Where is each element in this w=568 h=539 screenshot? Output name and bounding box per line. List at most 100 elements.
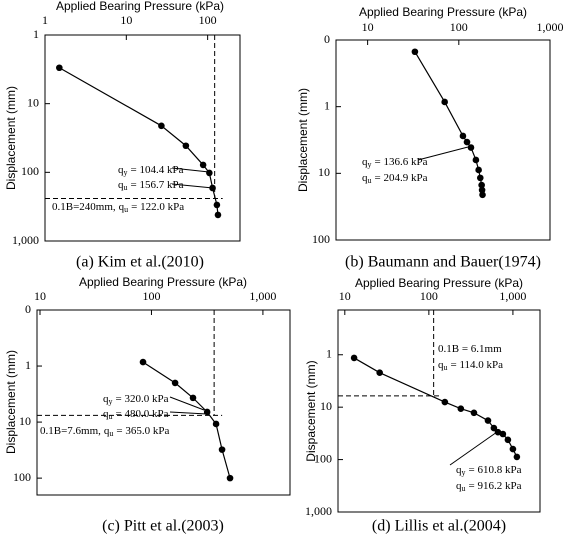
data-point xyxy=(182,142,190,150)
annotation: qy = 610.8 kPa xyxy=(456,464,522,477)
annotation-subscript: u xyxy=(109,429,113,438)
data-point xyxy=(475,166,482,174)
data-point xyxy=(476,174,484,182)
y-tick-label: 10 xyxy=(318,165,330,179)
annotation: 0.1B=240mm, qu = 122.0 kPa xyxy=(52,201,184,214)
annotation-symbol: q xyxy=(104,425,110,437)
y-tick-label: 100 xyxy=(314,451,332,465)
annotation-prefix: 0.1B=7.6mm, xyxy=(40,425,101,437)
x-tick-label: 1,000 xyxy=(499,289,526,303)
data-point xyxy=(457,405,465,413)
data-point xyxy=(189,394,197,402)
y-tick-label: 10 xyxy=(27,95,39,109)
annotation-prefix: 0.1B=240mm, xyxy=(52,201,116,213)
y-tick-label: 1 xyxy=(33,27,39,41)
data-point xyxy=(499,430,507,438)
x-tick-label: 10 xyxy=(34,289,46,303)
annotation-arrow xyxy=(449,431,498,466)
data-point xyxy=(56,64,63,72)
annotation-subscript: u xyxy=(444,363,448,372)
annotation-arrow xyxy=(171,183,214,189)
data-point xyxy=(206,169,213,177)
annotation-text: 0.1B = 6.1mm xyxy=(438,343,502,355)
data-point xyxy=(158,122,165,130)
annotation-symbol: q xyxy=(118,179,124,191)
x-axis-label: Applied Bearing Pressure (kPa) xyxy=(56,0,224,13)
data-point xyxy=(441,98,448,106)
annotation-text: = 136.6 kPa xyxy=(375,156,428,168)
x-tick-label: 10 xyxy=(339,289,351,303)
data-point xyxy=(504,436,512,444)
data-point xyxy=(171,379,179,387)
x-tick-label: 1 xyxy=(42,13,48,27)
y-tick-label: 1 xyxy=(25,358,31,372)
y-axis-label: Dispacement (mm) xyxy=(304,360,318,461)
annotation-subscript: y xyxy=(462,468,466,477)
x-tick-label: 10 xyxy=(362,20,374,34)
chart: Applied Bearing Pressure (kPa) Displaceme… xyxy=(4,275,291,535)
data-point xyxy=(479,191,486,199)
annotation: qy = 320.0 kPa xyxy=(103,393,169,406)
annotation-arrow xyxy=(169,411,208,415)
y-tick-label: 100 xyxy=(21,164,39,178)
annotation-text: = 610.8 kPa xyxy=(469,464,522,476)
data-point xyxy=(376,369,383,377)
x-tick-label: 100 xyxy=(420,289,438,303)
y-tick-label: 100 xyxy=(13,470,31,484)
annotation-text: = 156.7 kPa xyxy=(131,179,184,191)
data-point xyxy=(139,358,147,366)
x-axis-label: Applied Bearing Pressure (kPa) xyxy=(359,5,527,19)
annotation-text: = 122.0 kPa xyxy=(131,201,184,213)
annotation: 0.1B = 6.1mm xyxy=(438,343,502,355)
data-point xyxy=(513,453,521,461)
x-axis-label: Applied Bearing Pressure (kPa) xyxy=(355,276,523,290)
annotation-subscript: y xyxy=(109,397,113,406)
data-point xyxy=(213,201,221,209)
data-point xyxy=(463,138,471,146)
data-point xyxy=(478,186,486,194)
annotation-symbol: q xyxy=(456,480,462,492)
annotation: qy = 104.4 kPa xyxy=(118,164,184,177)
annotation-symbol: q xyxy=(438,359,444,371)
data-point xyxy=(459,132,467,140)
data-point xyxy=(490,424,498,432)
x-tick-label: 10 xyxy=(120,13,132,27)
annotation-subscript: u xyxy=(109,412,113,421)
annotation: qu = 204.9 kPa xyxy=(362,172,428,185)
annotation-text: = 204.9 kPa xyxy=(375,172,428,184)
annotation-text: = 320.0 kPa xyxy=(116,393,169,405)
chart-caption: (a) Kim et al.(2010) xyxy=(76,254,204,271)
x-tick-label: 1,000 xyxy=(249,289,276,303)
annotation-symbol: q xyxy=(362,172,368,184)
y-axis-label: Displacement (mm) xyxy=(296,88,310,192)
data-point xyxy=(484,417,492,424)
annotation-subscript: u xyxy=(124,205,128,214)
annotation-subscript: u xyxy=(124,183,128,192)
chart-caption: (c) Pitt et al.(2003) xyxy=(102,518,224,535)
annotation-arrow xyxy=(171,167,210,173)
data-point xyxy=(472,156,480,164)
plot-frame xyxy=(36,309,291,496)
y-tick-label: 10 xyxy=(320,399,332,413)
chart: Applied Bearing Pressure (kPa) Displaceme… xyxy=(4,0,241,271)
data-point xyxy=(467,144,475,151)
y-tick-label: 0 xyxy=(324,32,330,46)
annotation: 0.1B=7.6mm, qu = 365.0 kPa xyxy=(40,425,169,438)
data-point xyxy=(218,446,226,453)
chart: Applied Bearing Pressure (kPa) Displaceme… xyxy=(296,5,563,271)
data-line xyxy=(59,67,219,215)
y-tick-label: 10 xyxy=(19,414,31,428)
x-tick-label: 100 xyxy=(142,289,160,303)
y-tick-label: 100 xyxy=(312,232,330,246)
annotation: qu = 114.0 kPa xyxy=(438,359,503,372)
annotation: qu = 156.7 kPa xyxy=(118,179,184,192)
annotation-text: = 916.2 kPa xyxy=(469,480,522,492)
x-tick-label: 100 xyxy=(199,13,217,27)
annotation-arrow xyxy=(169,396,205,411)
annotation-symbol: q xyxy=(118,164,124,176)
annotation-symbol: q xyxy=(103,408,109,420)
data-line xyxy=(142,361,231,479)
y-tick-label: 0 xyxy=(25,302,31,316)
